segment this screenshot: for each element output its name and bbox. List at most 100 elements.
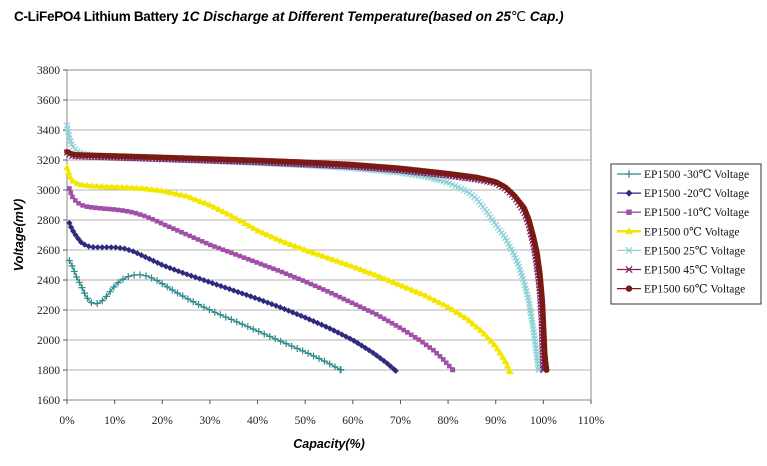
data-point [423,342,429,348]
data-point [129,209,134,215]
data-point [443,360,449,366]
data-point [63,163,71,171]
data-point [279,269,285,275]
data-point [369,349,377,356]
data-point [434,350,440,356]
data-point [501,357,510,364]
legend-item: EP1500 45℃ Voltage [617,265,745,277]
chart-title-degree: ℃ [510,9,527,24]
data-point [243,291,250,299]
data-point [216,311,224,319]
data-point [115,207,121,213]
chart-title-part3: Cap.) [526,9,564,24]
legend-item: EP1500 -20℃ Voltage [617,188,749,200]
data-point [196,275,203,282]
data-point [138,252,145,259]
x-tick-label: 10% [104,415,126,427]
data-point [413,288,421,295]
data-point [535,366,542,374]
legend-label: EP1500 45℃ Voltage [644,265,745,277]
legend-item: EP1500 -10℃ Voltage [617,207,749,219]
data-point [293,344,301,352]
data-point [361,306,367,311]
data-point [389,320,395,326]
data-point [153,277,161,285]
data-point [503,362,512,369]
data-point [93,205,99,211]
data-point [408,332,414,338]
data-point [450,367,456,373]
x-tick-label: 50% [295,415,317,427]
data-point [103,244,110,251]
data-point [374,312,379,317]
series-2 [66,219,399,374]
data-point [69,177,77,184]
data-point [296,276,301,282]
data-point [108,244,115,251]
data-point [366,269,374,276]
data-point [362,267,370,274]
data-point [373,352,380,359]
series-1 [65,257,345,374]
data-point [102,206,108,211]
data-point [200,277,208,284]
data-point [244,323,252,331]
data-point [366,347,373,354]
data-point [211,308,219,316]
data-point [405,330,410,335]
data-point [369,310,375,315]
data-point [268,233,276,240]
data-point [237,217,245,224]
data-point [353,302,359,308]
data-point [173,289,181,297]
data-point [420,339,425,345]
data-point [76,201,81,206]
data-point [338,259,346,266]
x-tick-label: 100% [530,415,557,427]
data-point [543,367,550,373]
data-point [254,227,262,234]
data-point [148,185,156,193]
data-point [403,284,411,291]
data-point [232,214,240,222]
data-point [282,239,290,246]
data-point [65,257,73,264]
data-point [150,216,156,222]
data-point [377,314,383,319]
data-point [103,183,111,190]
data-point [222,313,230,321]
y-tick-label: 2400 [37,275,60,287]
data-point [70,194,75,200]
chart-title: C-LiFePO4 Lithium Battery 1C Discharge at… [14,9,564,25]
data-point [128,184,136,191]
data-point [304,279,310,285]
data-point [447,363,452,369]
data-point [483,333,492,341]
series-group [63,122,550,375]
x-axis-title: Capacity(%) [293,437,365,451]
data-point [166,224,172,230]
data-point [435,298,443,306]
legend: EP1500 -30℃ Voltage EP1500 -20℃ Voltage EP… [610,163,762,305]
data-point [506,367,514,375]
data-point [120,208,125,213]
data-point [146,255,153,263]
data-point [102,292,110,300]
data-point [380,357,387,364]
legend-item: EP1500 -30℃ Voltage [617,169,749,181]
data-point [205,201,214,208]
data-point [184,295,192,303]
data-point [217,282,225,290]
data-point [168,286,176,294]
data-point [84,204,90,209]
data-point [64,168,73,175]
data-point [271,266,276,272]
data-point [75,235,82,242]
legend-item: EP1500 25℃ Voltage [617,245,745,257]
data-point [287,273,293,278]
data-point [401,327,406,333]
data-point [365,308,371,313]
data-point [473,323,481,330]
legend-item: EP1500 60℃ Voltage [617,284,745,296]
